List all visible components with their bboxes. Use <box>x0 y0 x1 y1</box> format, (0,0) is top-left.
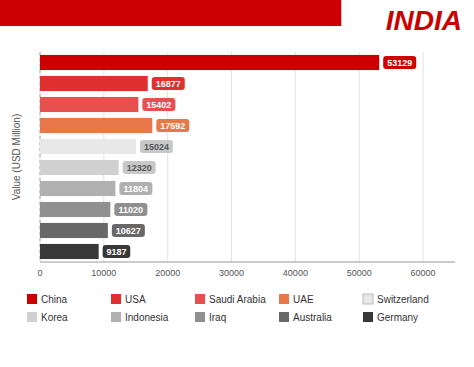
legend-label: Germany <box>377 312 418 323</box>
tick-label: 60000 <box>411 268 436 278</box>
legend-label: Switzerland <box>377 294 429 305</box>
value-label-bg <box>152 77 185 90</box>
value-label: 10627 <box>116 226 141 236</box>
bar <box>40 244 99 259</box>
legend-swatch <box>195 294 205 304</box>
tick-label: 40000 <box>283 268 308 278</box>
legend-swatch <box>27 312 37 322</box>
value-label: 9187 <box>106 247 126 257</box>
bar <box>40 97 138 112</box>
value-label-bg <box>114 203 147 216</box>
value-label-bg <box>103 245 131 258</box>
value-label: 12320 <box>127 163 152 173</box>
bar <box>40 181 115 196</box>
tick-label: 20000 <box>155 268 180 278</box>
value-label: 15024 <box>144 142 169 152</box>
legend-swatch <box>279 312 289 322</box>
value-label: 17592 <box>160 121 185 131</box>
legend-swatch <box>111 312 121 322</box>
x-axis-line <box>40 262 455 263</box>
value-label-bg <box>119 182 152 195</box>
chart: INDIA 0 10000 20000 30000 40000 50000 60000 Valu… <box>0 0 474 367</box>
tick-label: 30000 <box>219 268 244 278</box>
bar <box>40 202 110 217</box>
grid-line <box>423 52 424 262</box>
value-label-bg <box>140 140 173 153</box>
grid-line <box>231 52 232 262</box>
legend-label: USA <box>125 294 146 305</box>
y-axis-label: Value (USD Million) <box>11 114 22 201</box>
value-label-bg <box>112 224 145 237</box>
legend-swatch <box>27 294 37 304</box>
header-bar <box>0 0 341 26</box>
value-label-bg <box>383 56 416 69</box>
tick-label: 50000 <box>347 268 372 278</box>
legend-label: Indonesia <box>125 312 169 323</box>
legend-swatch <box>363 294 373 304</box>
legend-swatch <box>279 294 289 304</box>
value-label: 16877 <box>156 79 181 89</box>
value-label-bg <box>142 98 175 111</box>
bar <box>40 139 136 154</box>
value-label-bg <box>156 119 189 132</box>
tick-label: 0 <box>37 268 42 278</box>
value-label-bg <box>123 161 156 174</box>
value-label: 11020 <box>119 205 144 215</box>
grid-line <box>295 52 296 262</box>
legend-label: Korea <box>41 312 68 323</box>
legend-label: Australia <box>293 312 332 323</box>
value-label: 15402 <box>146 100 171 110</box>
legend-swatch <box>363 312 373 322</box>
legend-swatch <box>195 312 205 322</box>
title: INDIA <box>386 5 462 36</box>
bar <box>40 118 152 133</box>
bar <box>40 55 379 70</box>
legend-label: China <box>41 294 68 305</box>
value-label: 53129 <box>387 58 412 68</box>
grid-line <box>359 52 360 262</box>
bar <box>40 160 119 175</box>
tick-label: 10000 <box>91 268 116 278</box>
legend-label: Saudi Arabia <box>209 294 266 305</box>
value-label: 11804 <box>124 184 149 194</box>
legend-swatch <box>111 294 121 304</box>
bar <box>40 223 108 238</box>
legend-label: Iraq <box>209 312 226 323</box>
legend-label: UAE <box>293 294 314 305</box>
bar <box>40 76 148 91</box>
bars <box>40 55 379 259</box>
